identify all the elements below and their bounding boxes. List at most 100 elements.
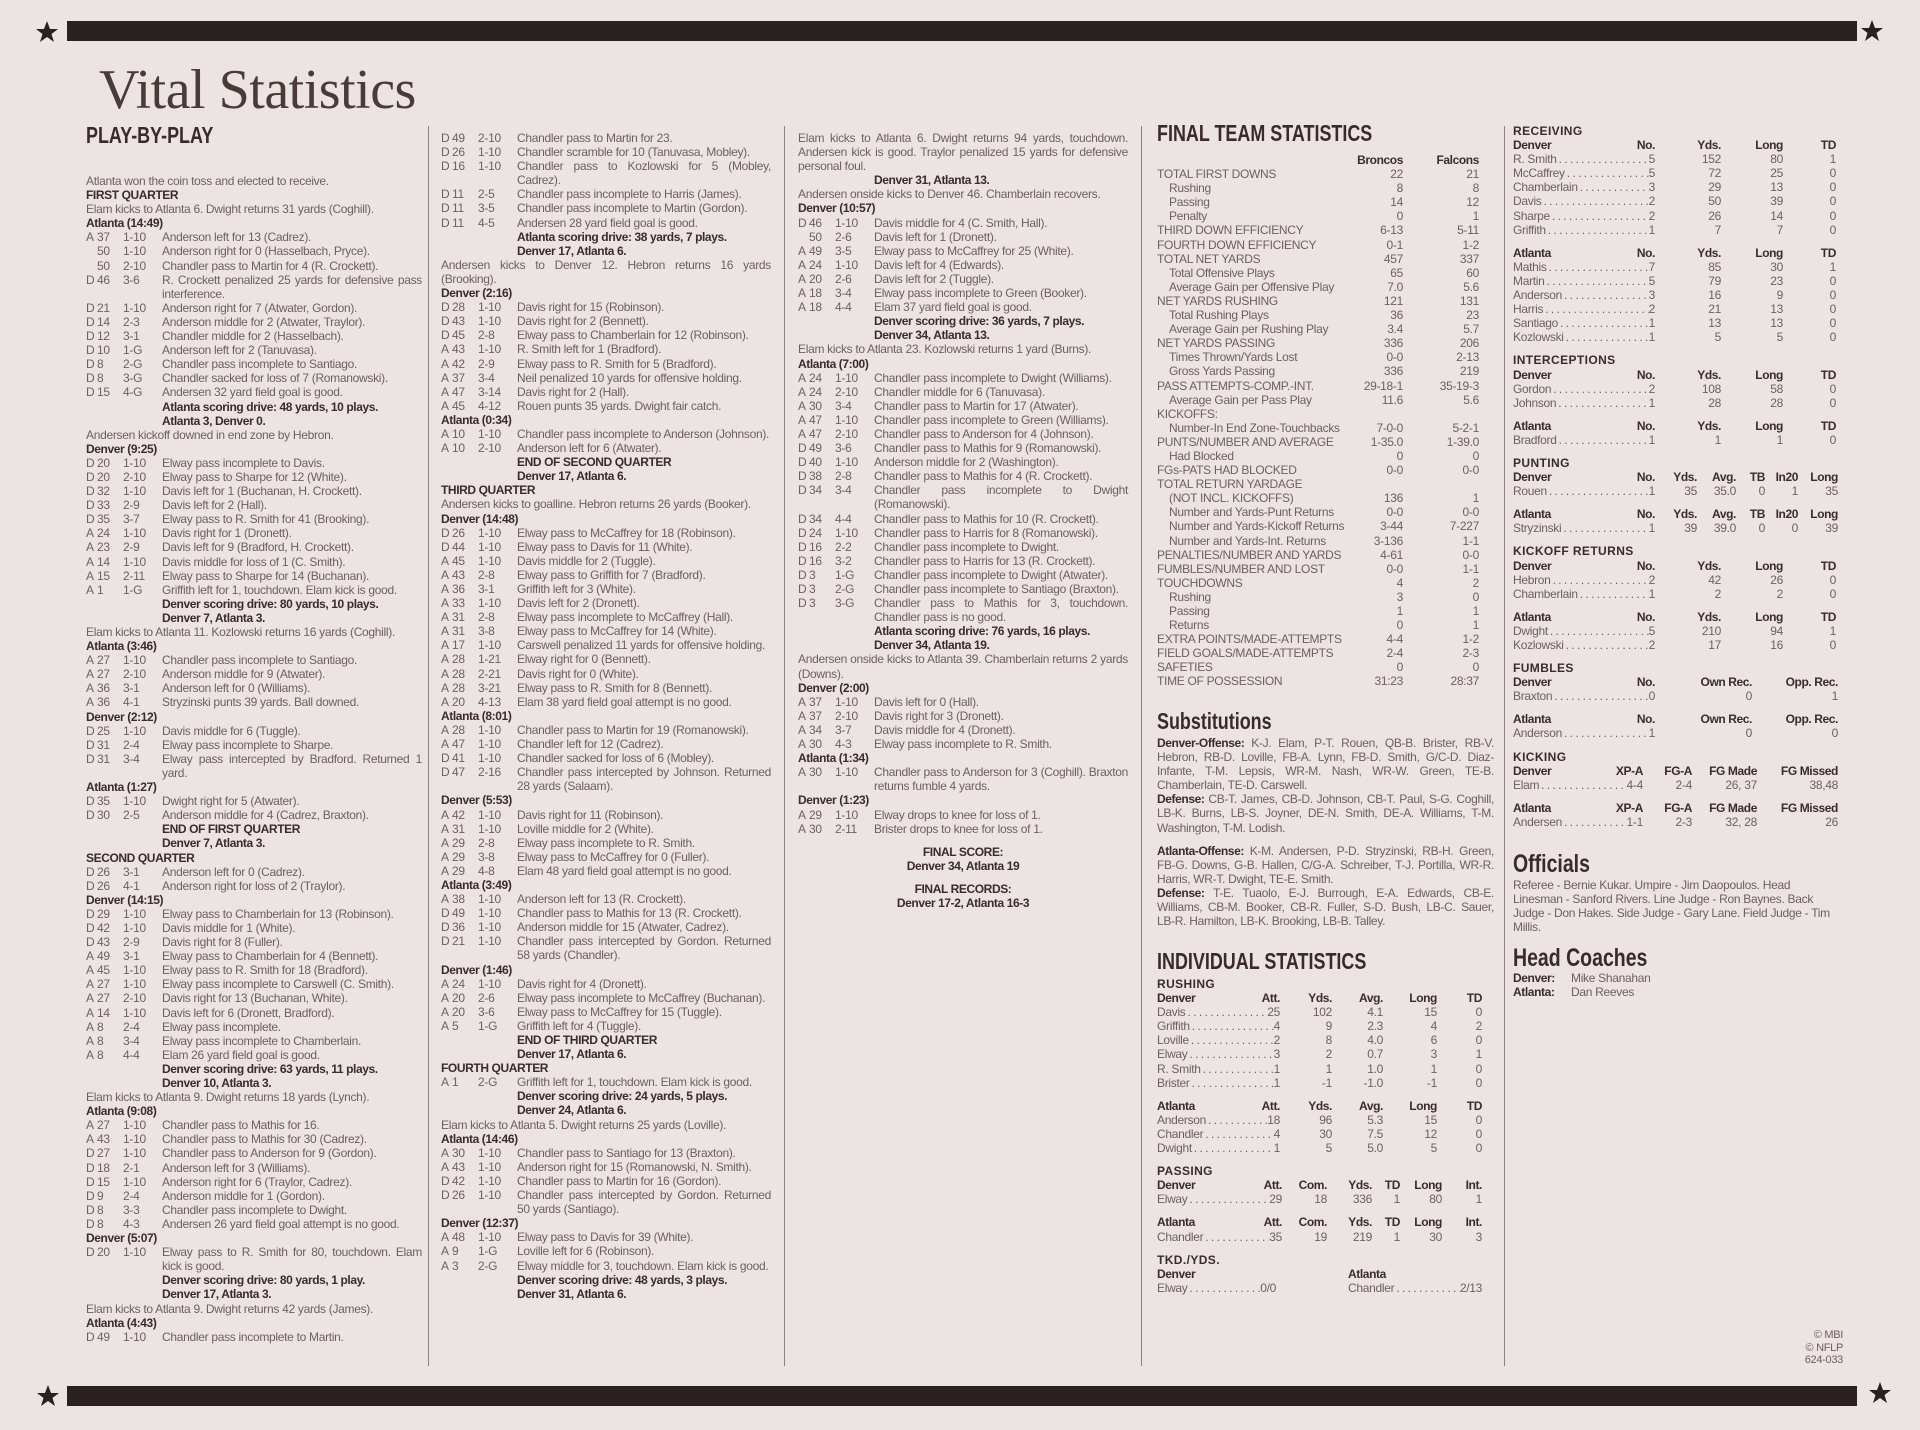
stat-group: Atlanta No. Yds. Long TD Bradford 1 1 1 0	[1513, 419, 1843, 447]
play-description: Chandler pass to Kozlowski for 5 (Mobley…	[517, 159, 771, 188]
field-side: D	[86, 300, 95, 315]
stat-value: 1	[1273, 1075, 1281, 1090]
play-row: D 46 1-10 Davis middle for 4 (C. Smith, Hal…	[798, 216, 1128, 230]
play-description: Elway pass to McCaffrey for 15 (Tuggle).	[517, 1004, 722, 1019]
stat-header-row: Atlanta No. Own Rec. Opp. Rec.	[1513, 712, 1843, 726]
yard-line: 45	[452, 328, 465, 343]
field-side: D	[441, 934, 450, 949]
field-side: A	[86, 667, 94, 682]
stat-group: Denver No. Own Rec. Opp. Rec. Braxton 0 0 1	[1513, 675, 1843, 703]
stat-header-row: Atlanta No. Yds. Long TD	[1513, 610, 1843, 624]
dot-leader	[1192, 1141, 1274, 1155]
stat-value: 1	[1791, 484, 1799, 499]
stat-value: 5	[1776, 330, 1784, 345]
down-distance: 1-10	[478, 159, 501, 174]
stat-value: 7	[1776, 222, 1784, 237]
drive-summary: Denver 17, Atlanta 6.	[517, 469, 627, 484]
column-header: Avg.	[1359, 991, 1383, 1006]
yard-line: 49	[809, 441, 822, 456]
broncos-value: 3	[1396, 589, 1404, 604]
play-row: A 43 2-8 Elway pass to Griffith for 7 (Brad…	[441, 568, 771, 582]
dot-leader	[1564, 638, 1649, 652]
stat-value: 5	[1648, 623, 1656, 638]
yard-line: 43	[452, 342, 465, 357]
player-row: Chamberlain 3 29 13 0	[1513, 180, 1843, 194]
field-side: D	[86, 314, 95, 329]
down-distance: 1-10	[478, 342, 501, 357]
yard-line: 32	[97, 484, 110, 499]
play-row: D 26 1-10 Elway pass to McCaffrey for 18 (R…	[441, 526, 771, 540]
player-cell: Chandler 2/13	[1348, 1281, 1482, 1295]
player-cell: Stryzinski 1	[1513, 521, 1655, 535]
player-cell: Braxton 0	[1513, 689, 1655, 703]
falcons-value: 1	[1472, 209, 1480, 224]
player-name: Chandler	[1348, 1280, 1395, 1295]
yard-line: 20	[97, 455, 110, 470]
stat-group: Atlanta Att. Yds. Avg. Long TD Anderson 18 96 5.3…	[1157, 1099, 1494, 1155]
play-row: D 42 1-10 Chandler pass to Martin for 16 (G…	[441, 1174, 771, 1188]
player-row: Elway 3 2 0.7 3 1	[1157, 1047, 1494, 1061]
player-name: Loville	[1157, 1033, 1189, 1048]
yard-line: 3	[809, 582, 816, 596]
play-note: Elam kicks to Atlanta 5. Dwight returns …	[441, 1117, 727, 1132]
play-by-play-column-3: Elam kicks to Atlanta 6. Dwight returns …	[798, 131, 1128, 910]
play-description: Chandler pass to Anderson for 4 (Johnson…	[874, 426, 1094, 441]
play-description: Chandler pass incomplete to Harris (Jame…	[517, 187, 742, 202]
column-header: Long	[1810, 507, 1838, 522]
stat-value: 1-1	[1626, 814, 1644, 829]
down-distance: 1-10	[478, 807, 501, 822]
section-title: RECEIVING	[1513, 124, 1583, 138]
player-name: Harris	[1513, 302, 1544, 317]
yard-line: 30	[809, 765, 822, 780]
yard-line: 34	[809, 483, 822, 498]
play-row: D 30 2-5 Anderson middle for 4 (Cadrez, Bra…	[86, 808, 422, 822]
field-side: A	[798, 807, 806, 822]
stat-value: 1	[1475, 1047, 1483, 1062]
play-description: Chandler pass incomplete to Dwight.	[162, 1202, 347, 1217]
broncos-value: 36	[1390, 308, 1403, 323]
team-name: Atlanta	[1513, 712, 1551, 727]
drive-summary: Atlanta scoring drive: 48 yards, 10 play…	[162, 399, 378, 414]
play-row: A 30 4-3 Elway pass incomplete to R. Smith.	[798, 737, 1128, 751]
play-row: D 47 2-16 Chandler pass intercepted by John…	[441, 765, 771, 793]
down-distance: 4-1	[123, 695, 140, 710]
column-header: Own Rec.	[1700, 675, 1753, 690]
play-row: D 33 2-9 Davis left for 2 (Hall).	[86, 498, 422, 512]
down-distance: 1-10	[835, 765, 858, 780]
drive-header: Atlanta (4:43)	[86, 1315, 157, 1330]
player-name: Bradford	[1513, 432, 1557, 447]
down-distance: 4-8	[478, 863, 495, 878]
field-side: D	[86, 1245, 95, 1260]
stat-label: PASS ATTEMPTS-COMP.-INT.	[1157, 378, 1314, 393]
field-side: D	[441, 525, 450, 540]
play-description: Anderson middle for 15 (Atwater, Cadrez)…	[517, 920, 729, 935]
stat-value: 4.1	[1367, 1005, 1383, 1020]
stat-group: DenverAtt.Yds.Avg.LongTDDavis251024.1150…	[1157, 991, 1494, 1090]
drive-header: Atlanta (3:49)	[441, 877, 512, 892]
play-row: A 27 2-10 Anderson middle for 9 (Atwater).	[86, 667, 422, 681]
play-description: Elway pass incomplete to Carswell (C. Sm…	[162, 977, 394, 992]
team-stat-row: Total Rushing Plays 36 23	[1157, 308, 1494, 322]
yard-line: 8	[97, 1202, 104, 1217]
down-distance: 1-G	[835, 567, 855, 582]
team-name: Denver	[1513, 367, 1552, 382]
play-description: Elway pass incomplete to Davis.	[162, 455, 325, 470]
column-header: Yds.	[1308, 991, 1332, 1006]
column-header: TD	[1384, 1215, 1401, 1230]
stat-value: 1	[1430, 1061, 1438, 1076]
column-header: Own Rec.	[1700, 712, 1753, 727]
column-header: Long	[1755, 609, 1783, 624]
down-distance: 1-10	[123, 244, 146, 259]
stat-value: 2-4	[1675, 777, 1693, 792]
column-header: TD	[1820, 418, 1837, 433]
player-name: Chandler	[1157, 1126, 1204, 1141]
play-row: D 35 3-7 Elway pass to R. Smith for 41 (Bro…	[86, 512, 422, 526]
yard-line: 14	[97, 314, 110, 329]
drive-header: Atlanta (0:34)	[441, 412, 512, 427]
play-description: Anderson right for 6 (Traylor, Cadrez).	[162, 1174, 352, 1189]
play-description: Chandler pass incomplete to Santiago (Br…	[874, 582, 1119, 596]
down-distance: 4-1	[123, 878, 140, 893]
field-side: A	[798, 737, 806, 752]
section-title: KICKOFF RETURNS	[1513, 544, 1634, 559]
down-distance: 1-10	[478, 976, 501, 991]
